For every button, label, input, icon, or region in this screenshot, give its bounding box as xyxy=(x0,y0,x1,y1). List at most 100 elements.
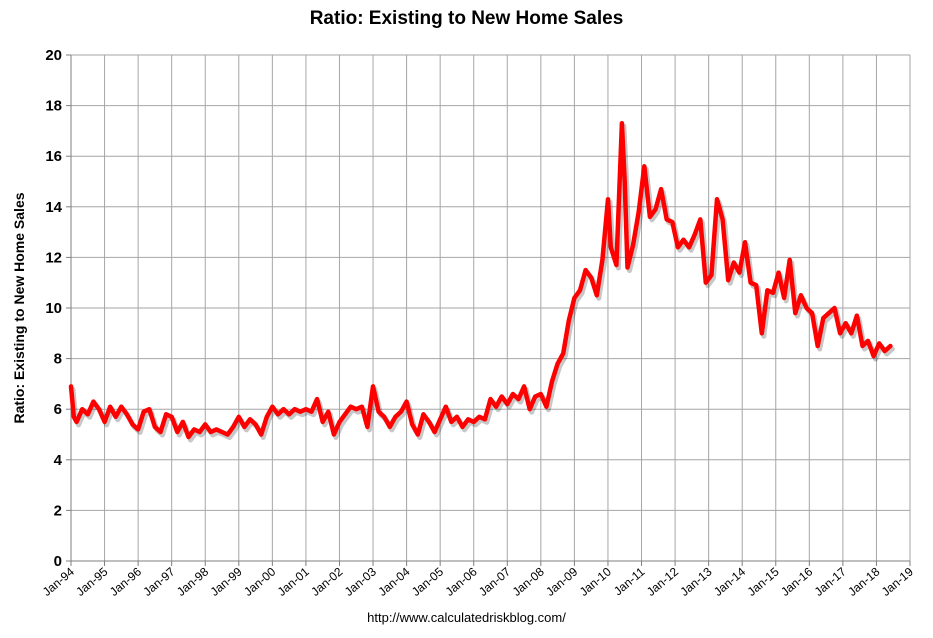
data-point xyxy=(473,421,475,423)
data-point xyxy=(81,408,83,410)
data-point xyxy=(778,272,780,274)
data-point xyxy=(193,428,195,430)
x-tick-label: Jan-11 xyxy=(611,564,648,598)
data-point xyxy=(148,408,150,410)
y-tick-label: 8 xyxy=(54,351,62,368)
data-point xyxy=(596,294,598,296)
data-point xyxy=(333,433,335,436)
data-point xyxy=(249,418,251,420)
data-point xyxy=(344,413,346,415)
data-point xyxy=(484,418,486,420)
data-point xyxy=(182,421,184,423)
data-point xyxy=(573,297,576,299)
data-point xyxy=(115,416,117,418)
data-point xyxy=(861,345,864,347)
x-tick-label: Jan-07 xyxy=(476,564,513,599)
tick-labels: 02468101214161820Jan-94Jan-95Jan-96Jan-9… xyxy=(11,47,916,599)
y-axis-title: Ratio: Existing to New Home Sales xyxy=(11,192,27,423)
axes xyxy=(66,54,911,566)
data-point xyxy=(688,246,690,248)
data-point xyxy=(722,218,724,220)
data-point xyxy=(361,406,363,408)
data-point xyxy=(615,264,618,266)
x-tick-label: Jan-17 xyxy=(812,564,849,599)
data-point xyxy=(159,431,162,433)
x-tick-label: Jan-16 xyxy=(778,564,815,599)
x-tick-label: Jan-95 xyxy=(73,564,110,599)
data-point xyxy=(856,315,858,317)
y-tick-label: 18 xyxy=(45,98,62,115)
data-point xyxy=(579,289,581,291)
data-point xyxy=(406,401,408,403)
x-tick-label: Jan-13 xyxy=(677,564,714,599)
x-tick-label: Jan-03 xyxy=(342,564,379,599)
data-point xyxy=(87,413,89,415)
data-point xyxy=(884,350,886,352)
data-point xyxy=(744,241,746,243)
data-point xyxy=(783,297,785,299)
data-point xyxy=(551,380,553,382)
data-point xyxy=(210,431,212,433)
data-point xyxy=(495,406,497,408)
data-point xyxy=(120,406,122,408)
data-point xyxy=(523,385,525,387)
data-point xyxy=(839,332,841,334)
data-point xyxy=(489,398,492,400)
data-point xyxy=(215,428,217,430)
data-point xyxy=(607,198,609,200)
data-point xyxy=(394,416,396,418)
data-point xyxy=(467,418,469,420)
data-point xyxy=(601,259,604,261)
data-point xyxy=(199,431,201,433)
data-point xyxy=(534,395,536,398)
y-tick-label: 12 xyxy=(45,249,62,266)
data-point xyxy=(699,218,701,220)
source-url: http://www.calculatedriskblog.com/ xyxy=(367,610,566,625)
data-point xyxy=(400,411,402,413)
data-point xyxy=(238,416,240,418)
data-point xyxy=(109,406,111,408)
data-point xyxy=(422,413,424,415)
data-point xyxy=(626,266,629,269)
data-point xyxy=(171,416,173,418)
data-point xyxy=(104,421,106,423)
data-point xyxy=(383,416,385,418)
data-point xyxy=(512,393,514,395)
data-point xyxy=(73,416,75,418)
y-tick-label: 14 xyxy=(45,199,62,216)
data-point xyxy=(501,395,503,398)
data-point xyxy=(590,277,592,279)
data-point xyxy=(694,234,696,236)
x-tick-label: Jan-96 xyxy=(107,564,144,599)
data-point xyxy=(873,355,875,357)
x-tick-label: Jan-00 xyxy=(241,564,278,599)
data-point xyxy=(733,261,735,264)
x-tick-label: Jan-04 xyxy=(375,564,412,599)
data-point xyxy=(434,431,436,433)
x-tick-label: Jan-19 xyxy=(879,564,916,599)
x-tick-label: Jan-05 xyxy=(409,564,446,599)
data-point xyxy=(355,408,357,410)
data-point xyxy=(294,408,296,410)
data-point xyxy=(282,408,285,410)
data-point xyxy=(649,216,651,218)
data-point xyxy=(738,272,741,274)
series xyxy=(68,121,895,443)
data-point xyxy=(710,274,713,276)
data-point xyxy=(585,269,587,271)
data-point xyxy=(621,122,623,124)
x-tick-label: Jan-06 xyxy=(443,564,480,599)
data-point xyxy=(624,180,626,183)
data-point xyxy=(805,307,808,309)
y-tick-label: 16 xyxy=(45,148,62,165)
data-point xyxy=(506,403,508,405)
data-point xyxy=(277,413,279,415)
data-point xyxy=(610,246,612,248)
data-point xyxy=(266,416,268,418)
data-point xyxy=(761,332,763,334)
data-point xyxy=(540,393,542,395)
data-point xyxy=(271,406,273,408)
data-point xyxy=(850,332,852,334)
data-point xyxy=(478,416,480,418)
